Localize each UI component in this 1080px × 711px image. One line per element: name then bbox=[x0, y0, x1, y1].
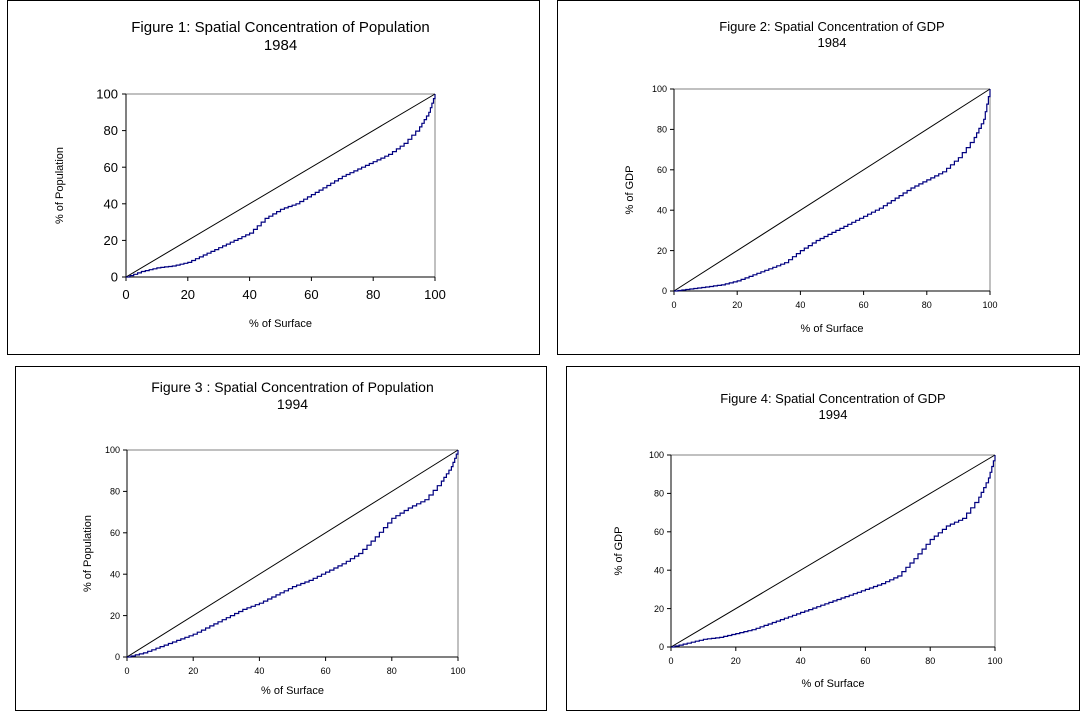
x-tick-label: 60 bbox=[859, 300, 869, 310]
y-tick-label: 40 bbox=[104, 196, 118, 211]
x-tick-label: 60 bbox=[321, 666, 331, 676]
x-tick-label: 20 bbox=[732, 300, 742, 310]
figure-3-panel: Figure 3 : Spatial Concentration of Popu… bbox=[15, 366, 547, 711]
y-tick-label: 100 bbox=[652, 84, 667, 94]
concentration-curve bbox=[126, 94, 436, 278]
y-tick-label: 60 bbox=[110, 528, 120, 538]
x-tick-label: 0 bbox=[668, 656, 673, 666]
equality-line bbox=[125, 93, 436, 278]
y-tick-label: 20 bbox=[654, 604, 664, 614]
x-tick-label: 80 bbox=[387, 666, 397, 676]
x-tick-label: 0 bbox=[671, 300, 676, 310]
x-tick-label: 20 bbox=[731, 656, 741, 666]
figure-1-panel: Figure 1: Spatial Concentration of Popul… bbox=[7, 0, 540, 355]
chart-svg: 0 20 40 60 80 100 0 20 40 60 80 100 % of Surface % of… bbox=[54, 87, 446, 330]
chart-subtitle: 1984 bbox=[817, 35, 847, 50]
y-tick-label: 100 bbox=[105, 445, 120, 455]
chart-title-block: Figure 3 : Spatial Concentration of Popu… bbox=[16, 379, 569, 413]
chart-svg: 0 20 40 60 80 100 0 20 40 60 80 100 % of Surface % of… bbox=[613, 450, 1003, 690]
chart-subtitle: 1994 bbox=[818, 407, 848, 422]
x-tick-label: 0 bbox=[124, 666, 129, 676]
chart-title: Figure 4: Spatial Concentration of GDP bbox=[720, 391, 946, 406]
y-tick-label: 0 bbox=[662, 286, 667, 296]
y-tick-label: 0 bbox=[659, 642, 664, 652]
chart-svg: 0 20 40 60 80 100 0 20 40 60 80 100 % of Surface % of… bbox=[82, 445, 466, 697]
chart-title: Figure 1: Spatial Concentration of Popul… bbox=[131, 19, 430, 36]
x-tick-label: 100 bbox=[424, 287, 446, 302]
y-tick-label: 60 bbox=[104, 160, 118, 175]
y-axis-label: % of GDP bbox=[624, 166, 636, 215]
x-tick-label: 40 bbox=[795, 300, 805, 310]
y-tick-label: 60 bbox=[654, 527, 664, 537]
y-tick-label: 20 bbox=[110, 611, 120, 621]
x-tick-label: 100 bbox=[982, 300, 997, 310]
chart-title-block: Figure 1: Spatial Concentration of Popul… bbox=[8, 19, 553, 55]
chart-title: Figure 2: Spatial Concentration of GDP bbox=[719, 19, 945, 34]
x-tick-label: 80 bbox=[922, 300, 932, 310]
y-tick-label: 100 bbox=[649, 450, 664, 460]
y-tick-label: 0 bbox=[111, 270, 118, 285]
chart-svg: 0 20 40 60 80 100 0 20 40 60 80 100 % of Surface % of… bbox=[624, 84, 998, 335]
y-tick-label: 80 bbox=[654, 489, 664, 499]
y-tick-label: 60 bbox=[657, 165, 667, 175]
y-axis-label: % of Population bbox=[82, 515, 94, 592]
x-tick-label: 0 bbox=[122, 287, 129, 302]
equality-line bbox=[126, 449, 459, 658]
chart-title-block: Figure 4: Spatial Concentration of GDP 19… bbox=[567, 391, 1080, 423]
x-axis-label: % of Surface bbox=[261, 685, 324, 697]
figure-2-panel: Figure 2: Spatial Concentration of GDP 19… bbox=[557, 0, 1080, 355]
y-tick-label: 100 bbox=[96, 87, 118, 102]
y-tick-label: 40 bbox=[657, 205, 667, 215]
y-tick-label: 20 bbox=[657, 246, 667, 256]
y-tick-label: 40 bbox=[654, 565, 664, 575]
concentration-curve bbox=[671, 455, 996, 648]
x-tick-label: 40 bbox=[796, 656, 806, 666]
x-tick-label: 60 bbox=[860, 656, 870, 666]
concentration-curve bbox=[127, 450, 459, 658]
x-tick-label: 100 bbox=[987, 656, 1002, 666]
y-tick-label: 0 bbox=[115, 652, 120, 662]
x-tick-label: 80 bbox=[925, 656, 935, 666]
equality-line bbox=[673, 88, 991, 292]
concentration-curve bbox=[674, 89, 991, 292]
y-axis-label: % of GDP bbox=[613, 527, 625, 576]
x-tick-label: 20 bbox=[188, 666, 198, 676]
x-tick-label: 80 bbox=[366, 287, 380, 302]
y-tick-label: 80 bbox=[104, 123, 118, 138]
chart-title: Figure 3 : Spatial Concentration of Popu… bbox=[151, 379, 434, 395]
x-tick-label: 60 bbox=[304, 287, 318, 302]
chart-subtitle: 1984 bbox=[263, 37, 298, 54]
chart-subtitle: 1994 bbox=[276, 396, 309, 412]
x-tick-label: 20 bbox=[181, 287, 195, 302]
x-tick-label: 100 bbox=[450, 666, 465, 676]
x-tick-label: 40 bbox=[242, 287, 256, 302]
x-axis-label: % of Surface bbox=[249, 318, 312, 330]
chart-title-block: Figure 2: Spatial Concentration of GDP 19… bbox=[558, 19, 1080, 51]
y-tick-label: 20 bbox=[104, 233, 118, 248]
y-tick-label: 40 bbox=[110, 569, 120, 579]
y-tick-label: 80 bbox=[657, 125, 667, 135]
y-axis-label: % of Population bbox=[54, 147, 66, 224]
equality-line bbox=[670, 454, 996, 648]
x-axis-label: % of Surface bbox=[801, 323, 864, 335]
figure-4-panel: Figure 4: Spatial Concentration of GDP 19… bbox=[566, 366, 1080, 711]
x-tick-label: 40 bbox=[254, 666, 264, 676]
y-tick-label: 80 bbox=[110, 487, 120, 497]
x-axis-label: % of Surface bbox=[802, 678, 865, 690]
